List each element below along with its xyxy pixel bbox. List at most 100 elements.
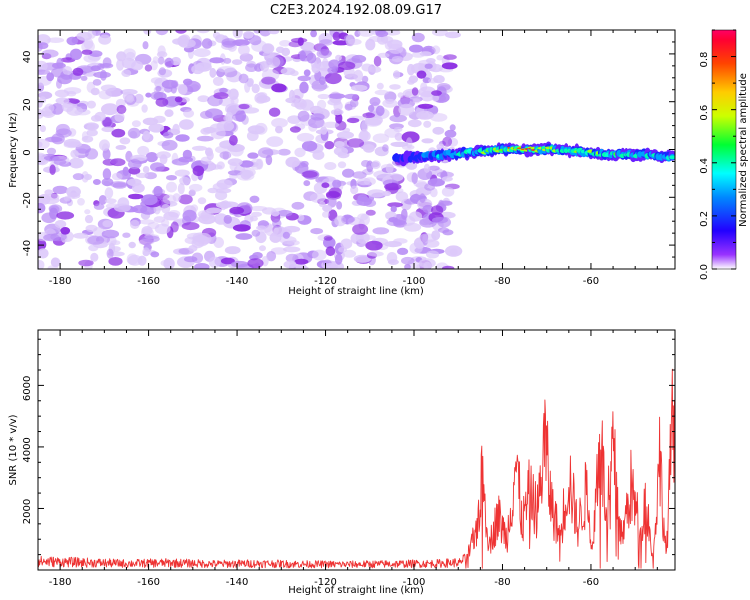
noise-cell — [404, 264, 411, 269]
noise-cell — [389, 114, 408, 123]
noise-cell — [300, 41, 315, 51]
noise-cell — [266, 136, 284, 147]
noise-cell — [404, 198, 418, 205]
noise-cell — [365, 38, 376, 51]
noise-cell — [431, 94, 440, 102]
noise-cell — [324, 141, 335, 150]
noise-cell — [368, 104, 375, 112]
noise-cell — [206, 207, 222, 214]
noise-cell — [367, 251, 384, 257]
noise-cell — [232, 113, 246, 122]
noise-cell — [247, 152, 259, 159]
noise-cell — [160, 259, 172, 267]
noise-cell — [297, 214, 305, 222]
noise-cell — [365, 240, 383, 251]
noise-cell — [53, 158, 67, 166]
y-tick-label: -40 — [22, 240, 33, 256]
noise-cell — [411, 172, 418, 184]
colorbar-tick-label: 0.6 — [699, 105, 710, 121]
noise-cell — [436, 171, 454, 178]
noise-cell — [111, 172, 123, 181]
noise-cell — [179, 176, 191, 186]
spectrogram-x-label: Height of straight line (km) — [288, 286, 424, 297]
noise-cell — [145, 92, 152, 98]
noise-cell — [99, 62, 114, 69]
noise-cell — [157, 45, 166, 57]
noise-cell — [100, 84, 117, 92]
noise-cell — [301, 170, 318, 178]
noise-cell — [111, 128, 126, 138]
noise-cell — [409, 44, 424, 53]
noise-cell — [294, 258, 309, 265]
noise-cell — [119, 137, 131, 145]
noise-cell — [344, 93, 359, 100]
noise-cell — [41, 49, 59, 58]
noise-cell — [388, 217, 398, 223]
noise-cell — [405, 137, 413, 149]
noise-cell — [261, 43, 275, 54]
noise-cell — [197, 95, 210, 103]
x-tick-label: -180 — [49, 577, 72, 588]
noise-cell — [164, 57, 174, 68]
spectrogram-y-label: Frequency (Hz) — [8, 112, 19, 188]
noise-cell — [416, 70, 427, 79]
noise-cell — [251, 229, 261, 237]
noise-cell — [87, 30, 96, 39]
noise-cell — [232, 224, 251, 232]
noise-cell — [283, 246, 301, 253]
colorbar-label: Normalized spectral amplitude — [738, 73, 749, 227]
noise-cell — [56, 57, 64, 68]
noise-cell — [251, 83, 260, 94]
noise-cell — [99, 69, 107, 81]
noise-cell — [192, 165, 205, 177]
noise-cell — [216, 161, 225, 170]
noise-cell — [442, 136, 453, 147]
noise-cell — [49, 164, 56, 175]
noise-cell — [310, 228, 324, 235]
noise-cell — [428, 77, 439, 84]
noise-cell — [417, 103, 434, 109]
noise-cell — [162, 131, 174, 139]
noise-cell — [322, 57, 329, 68]
noise-cell — [179, 119, 194, 130]
noise-cell — [373, 55, 382, 67]
noise-cell — [114, 112, 125, 122]
noise-cell — [432, 217, 448, 224]
noise-cell — [109, 181, 128, 188]
noise-cell — [345, 34, 356, 47]
x-tick-label: -140 — [226, 577, 249, 588]
noise-cell — [382, 144, 389, 152]
noise-cell — [81, 131, 89, 141]
noise-cell — [137, 145, 150, 156]
noise-cell — [69, 141, 83, 148]
noise-cell — [92, 79, 102, 86]
noise-cell — [66, 36, 79, 46]
noise-cell — [51, 257, 60, 267]
noise-cell — [80, 75, 88, 81]
noise-cell — [38, 42, 49, 50]
noise-cell — [86, 100, 96, 109]
noise-cell — [101, 126, 115, 133]
x-tick-label: -100 — [403, 577, 426, 588]
noise-cell — [332, 31, 341, 41]
noise-cell — [249, 215, 258, 222]
noise-cell — [41, 212, 57, 224]
noise-cell — [403, 222, 422, 232]
noise-cell — [144, 64, 153, 72]
noise-cell — [322, 204, 333, 212]
noise-cell — [319, 39, 333, 46]
noise-cell — [38, 138, 50, 150]
noise-cell — [405, 91, 412, 97]
noise-cell — [94, 111, 106, 122]
noise-cell — [416, 110, 434, 120]
noise-cell — [227, 143, 245, 153]
noise-cell — [245, 63, 258, 72]
noise-cell — [38, 202, 46, 214]
noise-cell — [297, 75, 311, 82]
noise-cell — [78, 259, 94, 267]
noise-cell — [353, 254, 372, 263]
noise-cell — [401, 131, 420, 143]
noise-cell — [60, 57, 76, 63]
noise-cell — [321, 182, 330, 188]
